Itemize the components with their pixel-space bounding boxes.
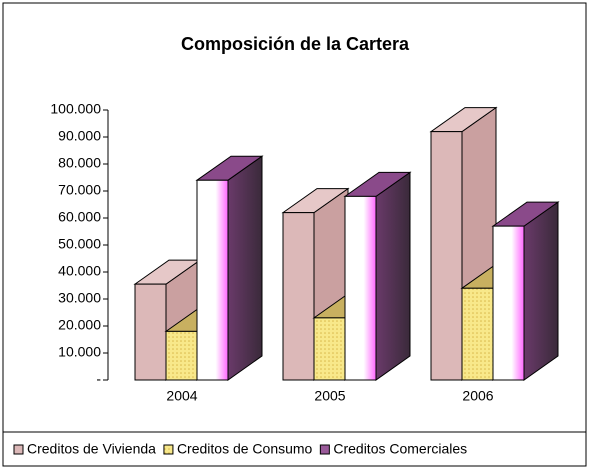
bar-front — [492, 225, 525, 381]
legend-label: Creditos de Consumo — [177, 441, 313, 457]
y-tick-label: 50.000 — [58, 236, 101, 252]
bar — [195, 155, 264, 381]
y-tick-label: 40.000 — [58, 263, 101, 279]
chart-title: Composición de la Cartera — [181, 34, 410, 54]
y-tick-label: 90.000 — [58, 128, 101, 144]
bar-front — [165, 330, 198, 381]
y-tick-label: 80.000 — [58, 155, 101, 171]
y-tick-label: 70.000 — [58, 182, 101, 198]
y-tick-label: 20.000 — [58, 317, 101, 333]
y-tick-label: 100.000 — [50, 101, 101, 117]
legend-label: Creditos de Vivienda — [27, 441, 156, 457]
x-tick-label: 2006 — [462, 388, 493, 404]
bar-front — [461, 287, 494, 381]
bar-front — [282, 212, 315, 381]
bar-front — [344, 195, 377, 381]
bar — [343, 171, 412, 381]
y-tick-label: 10.000 — [58, 344, 101, 360]
x-tick-label: 2004 — [166, 388, 197, 404]
bar-front — [134, 283, 167, 381]
bar-side — [375, 171, 411, 381]
bar — [491, 201, 560, 381]
legend-swatch — [13, 444, 24, 455]
legend-label: Creditos Comerciales — [333, 441, 467, 457]
bar-front — [430, 131, 463, 381]
bar-front — [313, 317, 346, 381]
bar-side — [523, 201, 559, 381]
y-tick-label: 60.000 — [58, 209, 101, 225]
bar-side — [227, 155, 263, 381]
legend-swatch — [163, 444, 174, 455]
bar-front — [196, 179, 229, 381]
y-tick-label: 30.000 — [58, 290, 101, 306]
y-tick-label: - — [96, 371, 101, 387]
legend-swatch — [319, 444, 330, 455]
x-tick-label: 2005 — [314, 388, 345, 404]
